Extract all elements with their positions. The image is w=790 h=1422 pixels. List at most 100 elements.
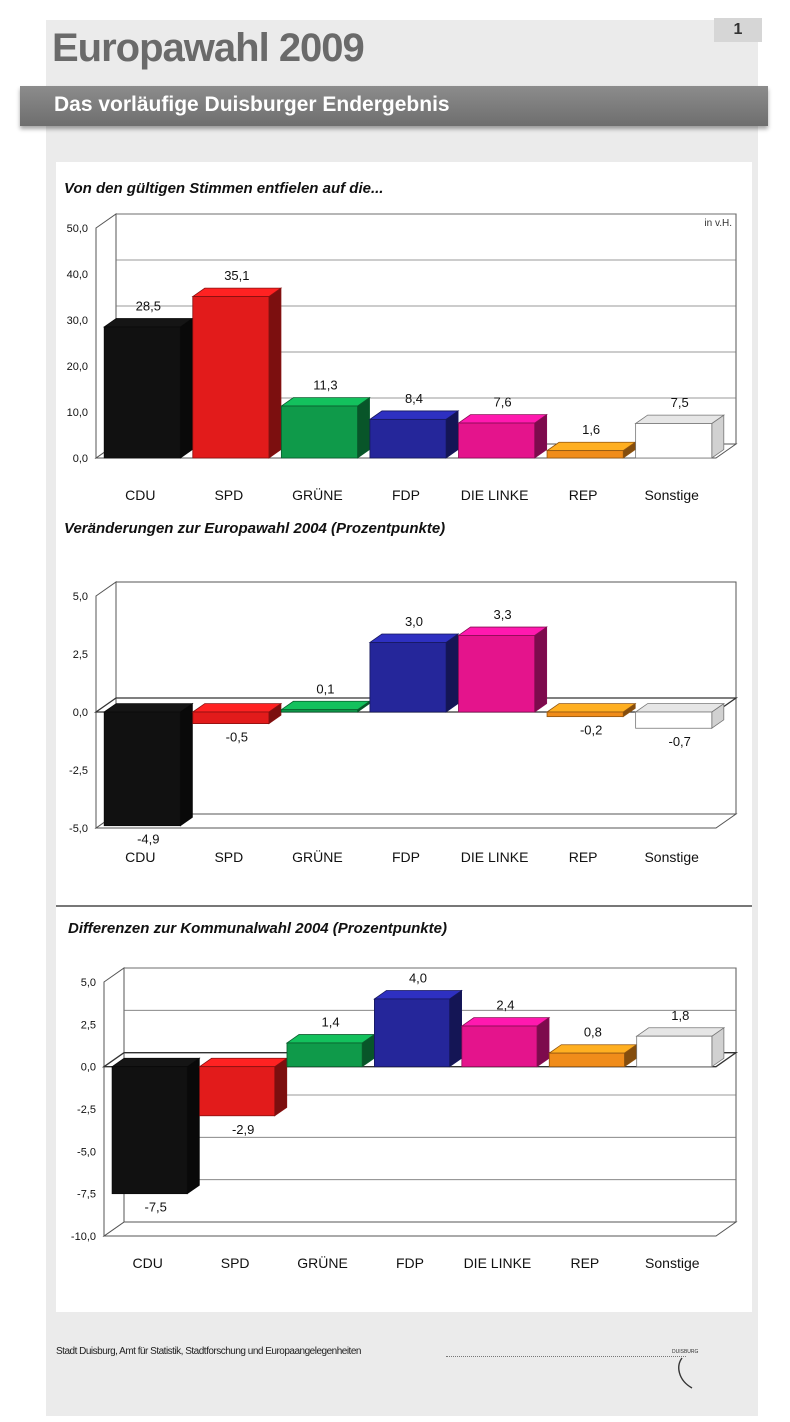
value-label-rep: 1,6 bbox=[582, 422, 600, 437]
y-tick-label: -5,0 bbox=[77, 1146, 96, 1158]
category-label-gruene: GRÜNE bbox=[292, 486, 343, 503]
category-label-rep: REP bbox=[570, 1255, 599, 1271]
category-label-spd: SPD bbox=[221, 1255, 250, 1271]
y-tick-label: 5,0 bbox=[73, 591, 88, 603]
bar-top-spd bbox=[191, 287, 283, 297]
chart-2 bbox=[101, 967, 739, 1237]
category-label-rep: REP bbox=[569, 487, 598, 503]
bar-gruene bbox=[280, 709, 358, 713]
bar-top-rep bbox=[547, 1044, 638, 1054]
bar-sonstige bbox=[635, 423, 713, 459]
chart-title-change-ew2004: Veränderungen zur Europawahl 2004 (Proze… bbox=[64, 520, 446, 537]
duisburg-logo: DUISBURG bbox=[672, 1349, 699, 1389]
category-label-gruene: GRÜNE bbox=[292, 848, 343, 865]
bar-fdp bbox=[369, 642, 447, 713]
bar-top-spd bbox=[198, 1057, 289, 1068]
y-tick-label: -7,5 bbox=[77, 1189, 96, 1201]
category-label-cdu: CDU bbox=[125, 487, 155, 503]
bar-top-fdp bbox=[368, 633, 460, 643]
value-label-sonstige: -0,7 bbox=[669, 734, 691, 749]
value-label-fdp: 4,0 bbox=[409, 971, 427, 986]
bar-top-fdp bbox=[368, 410, 460, 420]
value-label-fdp: 8,4 bbox=[405, 391, 423, 406]
value-label-gruene: 1,4 bbox=[322, 1015, 340, 1030]
value-label-rep: 0,8 bbox=[584, 1025, 602, 1040]
bar-cdu bbox=[103, 326, 181, 459]
bar-side-spd bbox=[274, 1057, 288, 1117]
chart-floor bbox=[102, 1221, 738, 1237]
bar-fdp bbox=[374, 998, 450, 1068]
page-number: 1 bbox=[714, 18, 762, 42]
y-tick-label: 2,5 bbox=[73, 649, 88, 661]
y-tick-label: -10,0 bbox=[71, 1231, 96, 1243]
bar-top-cdu bbox=[102, 703, 194, 713]
bar-rep bbox=[546, 450, 624, 459]
bar-sonstige bbox=[635, 711, 713, 729]
bar-cdu bbox=[111, 1066, 188, 1195]
value-label-cdu: 28,5 bbox=[136, 299, 161, 314]
bar-side-fdp bbox=[449, 989, 462, 1068]
bar-cdu bbox=[103, 711, 181, 827]
bar-side-spd bbox=[268, 287, 282, 459]
category-label-sonstige: Sonstige bbox=[644, 487, 699, 503]
category-label-spd: SPD bbox=[214, 487, 243, 503]
category-label-sonstige: Sonstige bbox=[645, 1255, 700, 1271]
y-tick-label: 0,0 bbox=[73, 453, 88, 465]
bar-die-linke bbox=[458, 635, 536, 713]
bar-sonstige bbox=[636, 1035, 713, 1068]
logo-text: DUISBURG bbox=[672, 1349, 699, 1355]
bar-top-spd bbox=[191, 703, 283, 713]
bar-spd bbox=[199, 1066, 276, 1117]
value-label-cdu: -4,9 bbox=[137, 832, 159, 847]
value-label-spd: -0,5 bbox=[226, 730, 248, 745]
footer-dotted-line bbox=[446, 1356, 686, 1357]
bar-top-sonstige bbox=[634, 414, 726, 424]
category-label-die-linke: DIE LINKE bbox=[464, 1255, 532, 1271]
y-tick-label: -2,5 bbox=[69, 765, 88, 777]
y-tick-label: -2,5 bbox=[77, 1104, 96, 1116]
bar-side-cdu bbox=[179, 702, 193, 827]
bar-die-linke bbox=[461, 1025, 538, 1068]
category-label-spd: SPD bbox=[214, 849, 243, 865]
y-tick-label: 40,0 bbox=[67, 269, 88, 281]
value-label-die-linke: 3,3 bbox=[494, 607, 512, 622]
section-divider bbox=[56, 905, 752, 907]
value-label-sonstige: 1,8 bbox=[671, 1008, 689, 1023]
value-label-cdu: -7,5 bbox=[145, 1200, 167, 1215]
page-title: Europawahl 2009 bbox=[52, 26, 365, 70]
unit-label: in v.H. bbox=[704, 218, 732, 229]
y-tick-label: 5,0 bbox=[81, 977, 96, 989]
bar-top-gruene bbox=[280, 397, 371, 407]
footer-source: Stadt Duisburg, Amt für Statistik, Stadt… bbox=[56, 1346, 361, 1357]
bar-fdp bbox=[369, 418, 447, 459]
y-tick-label: 50,0 bbox=[67, 223, 88, 235]
bar-die-linke bbox=[458, 422, 536, 459]
bar-gruene bbox=[286, 1042, 363, 1068]
chart-1 bbox=[93, 581, 739, 829]
y-tick-label: 10,0 bbox=[67, 407, 88, 419]
bar-top-sonstige bbox=[634, 703, 726, 713]
bar-gruene bbox=[280, 405, 358, 459]
category-label-cdu: CDU bbox=[133, 1255, 163, 1271]
bar-side-cdu bbox=[179, 317, 193, 459]
value-label-gruene: 11,3 bbox=[313, 378, 337, 393]
value-label-rep: -0,2 bbox=[580, 723, 602, 738]
bar-top-cdu bbox=[102, 318, 194, 328]
bar-top-die-linke bbox=[460, 1017, 551, 1027]
y-tick-label: 0,0 bbox=[73, 707, 88, 719]
bar-top-sonstige bbox=[635, 1027, 726, 1037]
category-label-rep: REP bbox=[569, 849, 598, 865]
bar-side-cdu bbox=[186, 1057, 200, 1195]
bar-spd bbox=[192, 296, 270, 459]
bar-side-fdp bbox=[445, 633, 459, 713]
bar-side-gruene bbox=[357, 396, 370, 459]
bar-rep bbox=[548, 1052, 625, 1068]
value-label-spd: -2,9 bbox=[232, 1122, 254, 1137]
category-label-die-linke: DIE LINKE bbox=[461, 849, 529, 865]
y-tick-label: -5,0 bbox=[69, 823, 88, 835]
bar-top-gruene bbox=[285, 1034, 376, 1044]
bar-spd bbox=[192, 711, 270, 725]
category-label-sonstige: Sonstige bbox=[644, 849, 699, 865]
